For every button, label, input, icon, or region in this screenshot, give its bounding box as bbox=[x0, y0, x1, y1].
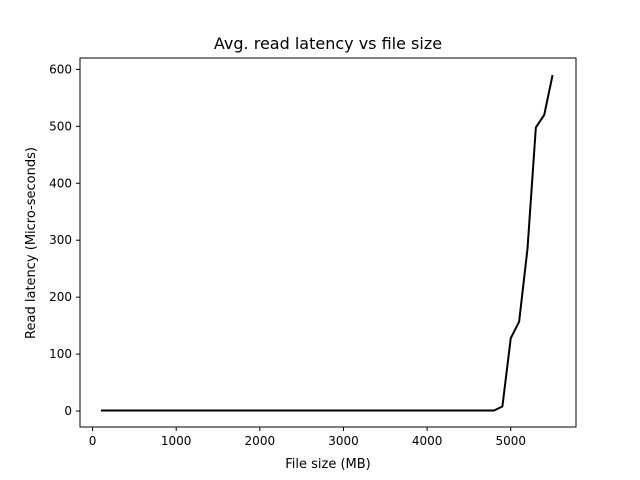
x-axis-label: File size (MB) bbox=[285, 457, 371, 472]
series-layer bbox=[100, 74, 554, 412]
x-tick-label: 0 bbox=[89, 434, 97, 448]
plot-area bbox=[79, 57, 577, 428]
plot-frame bbox=[79, 57, 577, 428]
y-axis-ticks: 0 100 200 300 400 500 600 bbox=[49, 62, 80, 418]
y-axis-label: Read latency (Micro-seconds) bbox=[24, 147, 39, 339]
x-tick-label: 3000 bbox=[328, 434, 359, 448]
y-tick-label: 400 bbox=[49, 176, 72, 190]
x-tick-label: 4000 bbox=[412, 434, 443, 448]
series-line bbox=[100, 74, 554, 412]
y-tick-label: 500 bbox=[49, 119, 72, 133]
y-tick-label: 0 bbox=[64, 404, 72, 418]
chart-title: Avg. read latency vs file size bbox=[214, 34, 442, 53]
y-tick-label: 200 bbox=[49, 290, 72, 304]
y-tick-label: 300 bbox=[49, 233, 72, 247]
x-tick-label: 2000 bbox=[245, 434, 276, 448]
x-tick-label: 5000 bbox=[495, 434, 526, 448]
x-tick-label: 1000 bbox=[161, 434, 192, 448]
x-axis-ticks: 0 1000 2000 3000 4000 5000 bbox=[89, 427, 526, 448]
y-tick-label: 100 bbox=[49, 347, 72, 361]
y-tick-label: 600 bbox=[49, 62, 72, 76]
